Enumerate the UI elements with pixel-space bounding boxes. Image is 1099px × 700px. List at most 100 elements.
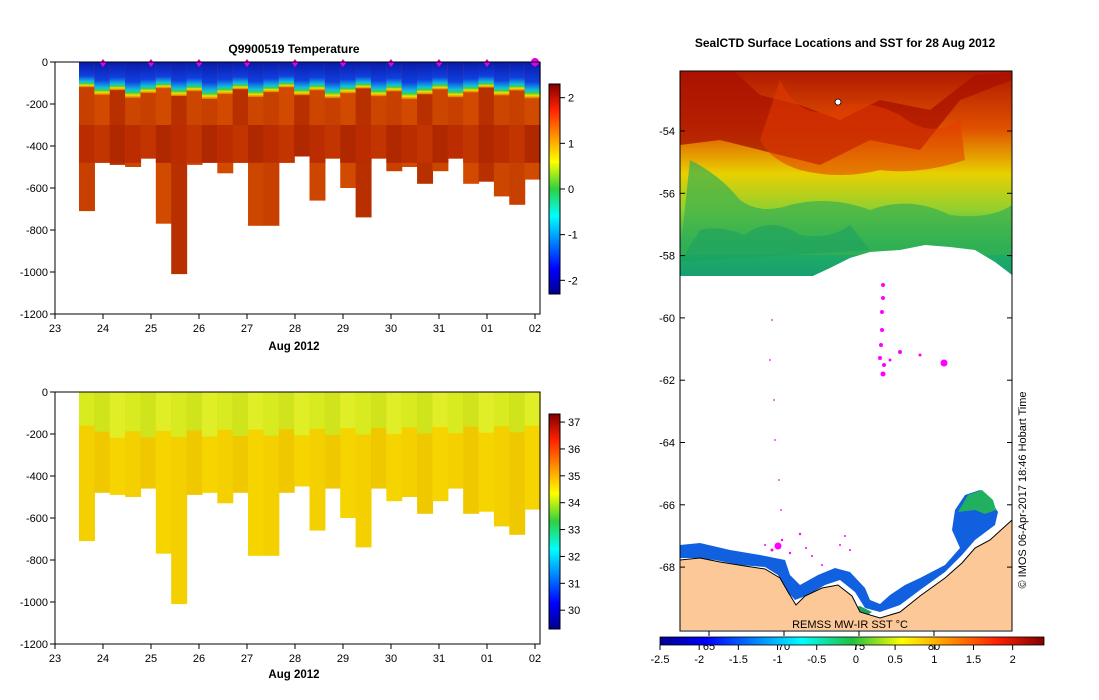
temperature-mixed-layer bbox=[309, 62, 326, 91]
salinity-fresh-surface bbox=[109, 392, 126, 438]
temperature-warm-core bbox=[324, 125, 341, 159]
coastline bbox=[679, 519, 1013, 619]
sea-ice-mask-lower bbox=[680, 300, 1012, 540]
temperature-warm-core bbox=[232, 125, 249, 163]
map-axes-frame bbox=[679, 70, 1013, 632]
map-y-tick-label: -66 bbox=[659, 500, 675, 512]
surfacing-marker bbox=[388, 59, 394, 67]
salinity-fresh-surface bbox=[463, 392, 480, 427]
salinity-colorbar bbox=[548, 413, 561, 630]
temperature-mixed-layer bbox=[524, 62, 541, 99]
salinity-fresh-surface bbox=[278, 392, 295, 430]
sst-colorbar-tick-label: -2.5 bbox=[651, 654, 670, 666]
salinity-fresh-surface bbox=[171, 392, 188, 437]
y-tick-label: -1000 bbox=[20, 597, 48, 609]
temperature-warm-core bbox=[401, 125, 418, 163]
temperature-warm-core bbox=[294, 125, 311, 157]
x-tick-label: 25 bbox=[145, 653, 157, 665]
temperature-mixed-layer bbox=[248, 62, 264, 98]
x-tick-label: 28 bbox=[289, 323, 301, 335]
salinity-fresh-surface bbox=[478, 392, 495, 433]
x-tick-label: 01 bbox=[481, 323, 493, 335]
temperature-mixed-layer bbox=[109, 62, 126, 91]
map-y-tick-label: -64 bbox=[659, 438, 675, 450]
x-tick-label: 31 bbox=[433, 653, 445, 665]
surfacing-marker bbox=[196, 59, 202, 67]
coastal-sst-warm-spot bbox=[958, 490, 996, 514]
sst-source-label: REMSS MW-IR SST °C bbox=[792, 619, 908, 631]
map-y-tick-label: -68 bbox=[659, 562, 675, 574]
temperature-mixed-layer bbox=[232, 62, 249, 90]
temperature-mixed-layer bbox=[447, 62, 464, 98]
imos-credit: © IMOS 06-Apr-2017 18:46 Hobart Time bbox=[1017, 391, 1029, 588]
temperature-warm-core bbox=[355, 125, 372, 163]
y-tick-label: -1200 bbox=[20, 639, 48, 651]
temperature-mixed-layer bbox=[370, 62, 387, 97]
salinity-fresh-surface bbox=[324, 392, 341, 435]
salinity-fresh-surface bbox=[432, 392, 449, 428]
y-tick-label: -600 bbox=[26, 513, 48, 525]
salinity-panel: 0 -200 -400 -600 -800 -1000 -1200 23 24 25 26 27 28… bbox=[20, 387, 580, 681]
salinity-fresh-surface bbox=[447, 392, 464, 434]
temperature-mixed-layer bbox=[217, 62, 234, 95]
x-tick-label: 24 bbox=[97, 653, 109, 665]
seal-surface-locations bbox=[764, 283, 948, 566]
x-tick-label: 24 bbox=[97, 323, 109, 335]
temperature-warm-core bbox=[447, 125, 464, 159]
temperature-warm-core bbox=[125, 125, 142, 163]
salinity-fresh-surface bbox=[524, 392, 541, 426]
temperature-mixed-layer bbox=[386, 62, 403, 92]
temperature-warm-core bbox=[509, 125, 526, 163]
y-tick-label: -1000 bbox=[20, 267, 48, 279]
map-y-tick-label: -56 bbox=[659, 188, 675, 200]
temperature-mixed-layer bbox=[324, 62, 341, 99]
salinity-fresh-surface bbox=[217, 392, 234, 431]
sst-colorbar-tick-label: 0 bbox=[853, 654, 859, 666]
temperature-mixed-layer bbox=[355, 62, 372, 89]
salinity-fresh-surface bbox=[140, 392, 157, 438]
y-tick-label: 0 bbox=[42, 57, 48, 69]
sst-colorbar-tick-label: 2 bbox=[1010, 654, 1016, 666]
temperature-warm-core bbox=[79, 125, 95, 163]
temperature-mixed-layer bbox=[125, 62, 142, 98]
map-title: SealCTD Surface Locations and SST for 28… bbox=[695, 36, 996, 50]
temperature-mixed-layer bbox=[294, 62, 311, 96]
salinity-fresh-surface bbox=[186, 392, 203, 431]
surfacing-marker bbox=[292, 59, 298, 67]
temperature-mixed-layer bbox=[463, 62, 480, 93]
x-tick-label: 29 bbox=[337, 323, 349, 335]
salinity-fresh-surface bbox=[370, 392, 387, 428]
y-tick-label: -800 bbox=[26, 225, 48, 237]
x-tick-label: 30 bbox=[385, 323, 397, 335]
antarctic-landmass bbox=[680, 520, 1012, 630]
salinity-fresh-surface bbox=[401, 392, 418, 428]
x-tick-label: 28 bbox=[289, 653, 301, 665]
salinity-fresh-surface bbox=[125, 392, 142, 432]
temperature-warm-core bbox=[248, 125, 264, 163]
salinity-fresh-surface bbox=[294, 392, 311, 436]
salinity-fresh-surface bbox=[232, 392, 249, 437]
temperature-mixed-layer bbox=[417, 62, 434, 95]
salinity-fresh-surface bbox=[94, 392, 111, 432]
temperature-mixed-layer bbox=[171, 62, 188, 97]
temperature-warm-core bbox=[340, 125, 357, 163]
y-tick-label: 0 bbox=[42, 387, 48, 399]
colorbar-tick-label: 30 bbox=[568, 605, 580, 617]
x-tick-label: 02 bbox=[529, 653, 541, 665]
salinity-fresh-surface bbox=[493, 392, 510, 427]
temperature-warm-core bbox=[263, 125, 280, 163]
temperature-panel: Q9900519 Temperature 0 -200 -400 -600 -800 -1… bbox=[20, 42, 578, 353]
colorbar-tick-label: -1 bbox=[568, 230, 578, 242]
sst-colorbar-tick-label: -0.5 bbox=[807, 654, 826, 666]
sst-colorbar-tick-label: -2 bbox=[694, 654, 704, 666]
temperature-mixed-layer bbox=[186, 62, 203, 92]
temperature-warm-core bbox=[109, 125, 126, 163]
temperature-warm-core bbox=[155, 125, 172, 163]
temperature-mixed-layer bbox=[278, 62, 295, 88]
surfacing-marker bbox=[484, 59, 490, 67]
temperature-mixed-layer bbox=[493, 62, 510, 96]
temperature-mixed-layer bbox=[140, 62, 157, 94]
surfacing-marker bbox=[100, 59, 106, 67]
surfacing-marker bbox=[340, 59, 346, 67]
temperature-mixed-layer bbox=[263, 62, 280, 93]
